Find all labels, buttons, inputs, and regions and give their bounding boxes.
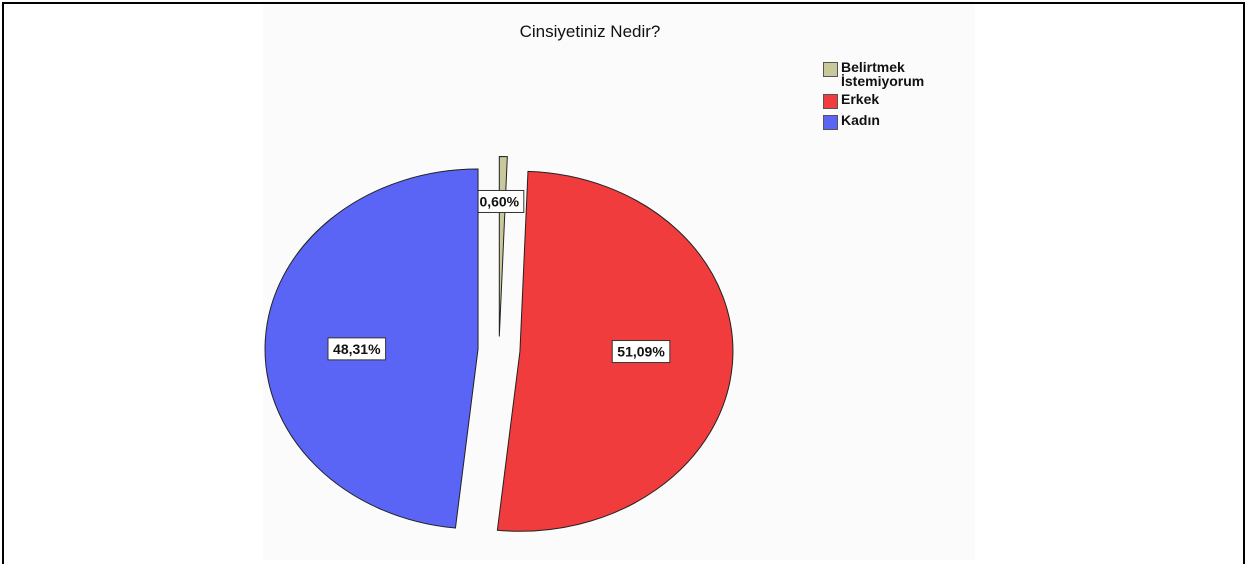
legend-item-kadin: Kadın (823, 113, 924, 130)
legend-item-belirtmek-istemiyorum: Belirtmek İstemiyorum (823, 60, 924, 88)
svg-text:51,09%: 51,09% (617, 344, 665, 360)
legend-swatch-erkek (823, 94, 838, 109)
legend-label-kadin: Kadın (841, 112, 880, 128)
legend: Belirtmek İstemiyorum Erkek Kadın (823, 60, 924, 134)
legend-label-erkek: Erkek (841, 91, 880, 107)
svg-text:0,60%: 0,60% (479, 193, 519, 209)
legend-swatch-kadin (823, 115, 838, 130)
data-label-1: 51,09% (611, 340, 671, 364)
svg-text:48,31%: 48,31% (333, 341, 381, 357)
pie-slice-0 (498, 155, 508, 337)
legend-swatch-belirtmek-istemiyorum (823, 62, 838, 77)
data-label-0: 0,60% (474, 189, 525, 213)
data-label-2: 48,31% (327, 337, 387, 361)
legend-label-belirtmek-istemiyorum: Belirtmek İstemiyorum (841, 59, 925, 89)
legend-item-erkek: Erkek (823, 92, 924, 109)
chart-title: Cinsiyetiniz Nedir? (519, 22, 661, 41)
